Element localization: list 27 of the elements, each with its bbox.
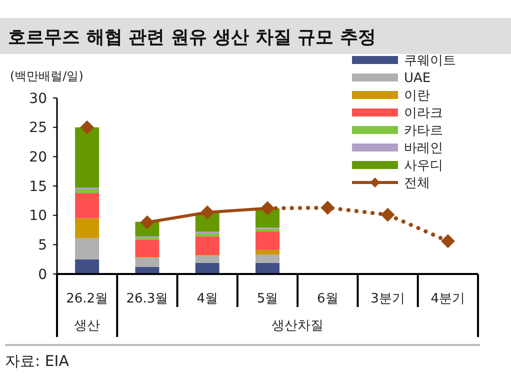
legend-label: 카타르: [404, 124, 443, 139]
y-tick-label: 30: [29, 90, 47, 107]
y-tick-label: 15: [29, 178, 47, 195]
x-tick-label: 4분기: [430, 292, 466, 307]
y-tick-label: 25: [29, 120, 47, 136]
legend-label: UAE: [404, 71, 431, 86]
text: 생산차질: [272, 318, 324, 334]
x-tick-label: 26.2월: [66, 292, 108, 307]
y-axis-title: (백만배럴/일): [10, 69, 84, 83]
legend-label: 바레인: [404, 141, 443, 156]
legend-label: 이라크: [404, 106, 443, 122]
text: 자료: EIA: [5, 352, 70, 370]
text: 생산: [74, 318, 100, 334]
legend-label: 쿠웨이트: [404, 54, 456, 69]
y-tick-label: 5: [38, 238, 47, 254]
legend-label: 이란: [404, 88, 430, 104]
legend-label: 사우디: [404, 158, 443, 174]
y-tick-label: 10: [29, 208, 47, 224]
x-tick-label: 5월: [256, 292, 278, 307]
chart-title: 호르무즈 해협 관련 원유 생산 차질 규모 추정: [8, 27, 376, 48]
x-tick-label: 4월: [196, 292, 218, 307]
y-tick-label: 0: [38, 266, 47, 283]
legend-label: 전체: [404, 176, 430, 192]
y-tick-label: 20: [29, 150, 47, 166]
x-tick-label: 26.3월: [126, 292, 168, 307]
x-tick-label: 6월: [317, 292, 338, 307]
x-tick-label: 3분기: [370, 292, 405, 307]
